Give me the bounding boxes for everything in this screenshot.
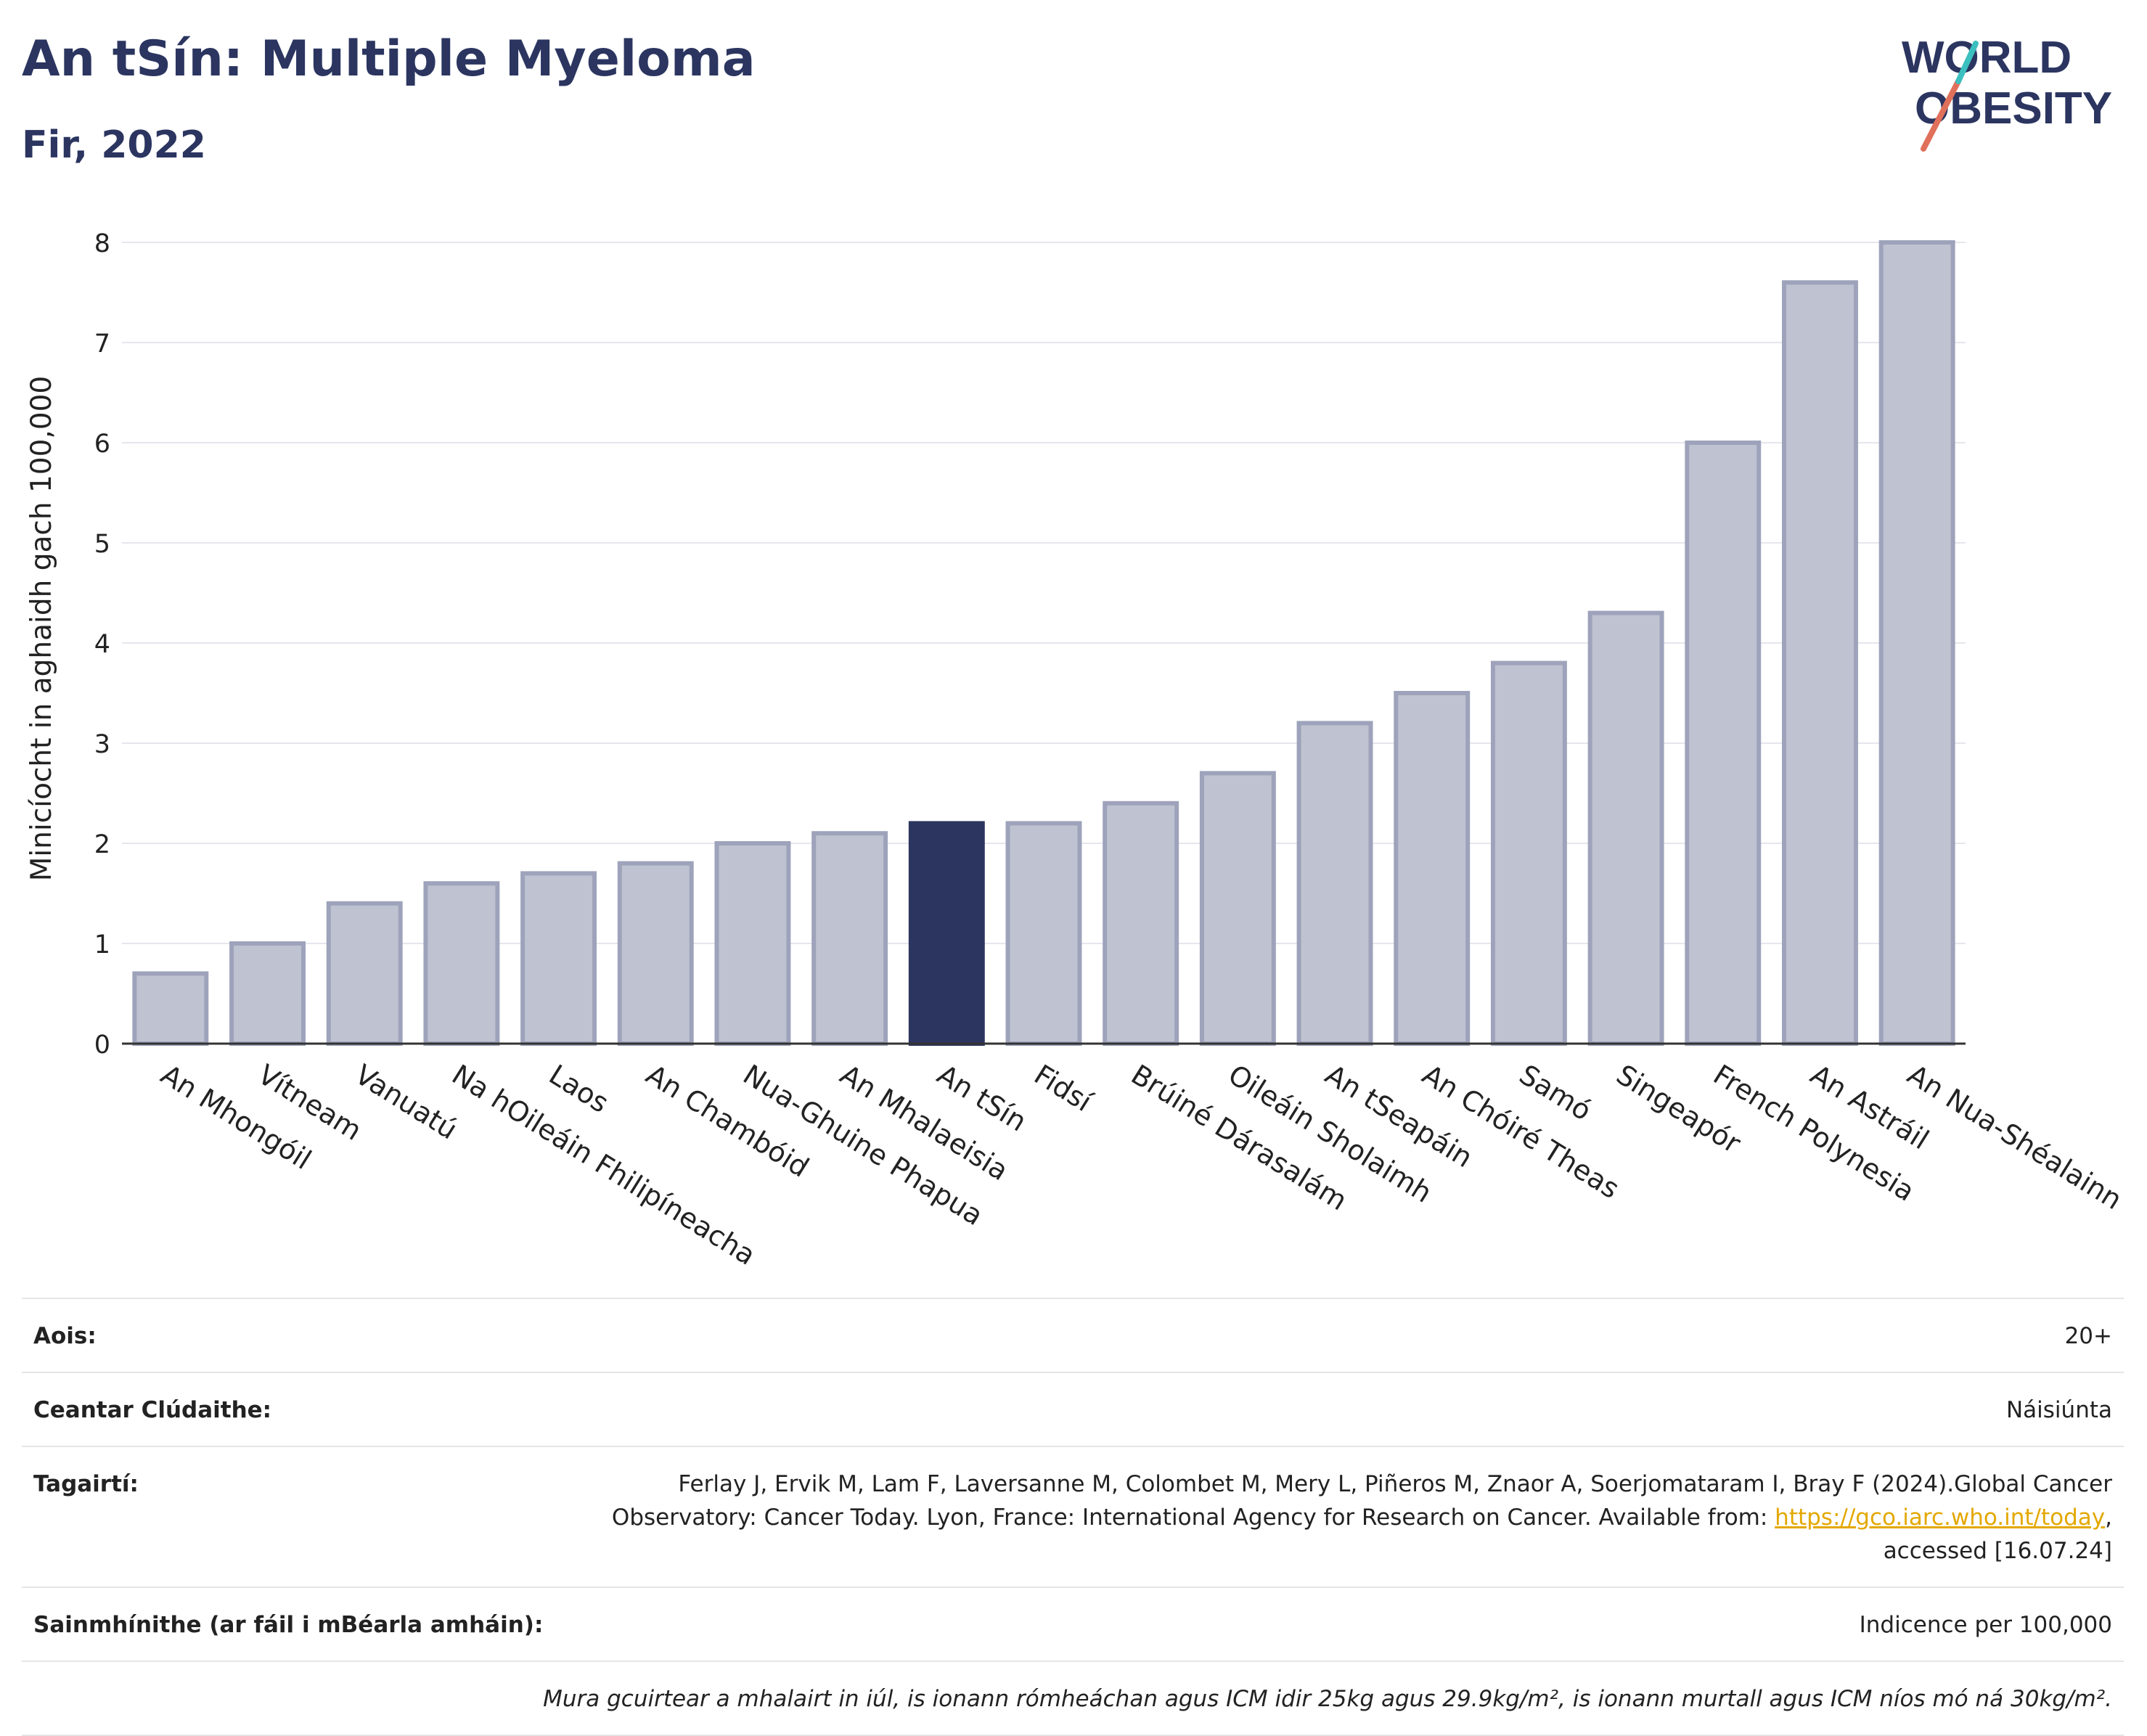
- meta-row-area: Ceantar Clúdaithe: Náisiúnta: [22, 1373, 2124, 1447]
- x-tick-label: Laos: [544, 1058, 615, 1119]
- bar: [1005, 821, 1082, 1047]
- meta-row-age: Aois: 20+: [22, 1299, 2124, 1373]
- page-title: An tSín: Multiple Myeloma: [22, 30, 756, 88]
- x-tick-label: Vanuatú: [349, 1058, 462, 1145]
- bar: [1394, 691, 1471, 1046]
- meta-row-note: Mura gcuirtear a mhalairt in iúl, is ion…: [22, 1662, 2124, 1736]
- y-tick-label: 5: [94, 530, 110, 559]
- bar: [1878, 240, 1955, 1046]
- meta-row-definitions: Sainmhínithe (ar fáil i mBéarla amháin):…: [22, 1588, 2124, 1662]
- definitions-label: Sainmhínithe (ar fáil i mBéarla amháin):: [33, 1612, 544, 1638]
- logo-slash-teal: [1955, 41, 1979, 84]
- bar: [811, 831, 888, 1046]
- y-tick-label: 4: [94, 630, 110, 659]
- bar: [1103, 801, 1179, 1046]
- bar: [1490, 660, 1567, 1046]
- footnote: Mura gcuirtear a mhalairt in iúl, is ion…: [543, 1686, 2112, 1712]
- bar: [1685, 441, 1762, 1046]
- area-value: Náisiúnta: [2005, 1397, 2112, 1423]
- bar: [1587, 610, 1664, 1046]
- y-tick-label: 7: [94, 329, 110, 359]
- page-subtitle: Fir, 2022: [22, 123, 206, 167]
- bar: [714, 841, 791, 1046]
- bar-highlight: [908, 821, 985, 1047]
- references-label: Tagairtí:: [33, 1471, 139, 1497]
- references-line-3: accessed [16.07.24]: [1883, 1538, 2112, 1564]
- y-tick-label: 0: [94, 1031, 110, 1060]
- y-tick-label: 1: [94, 930, 110, 959]
- age-label: Aois:: [33, 1323, 97, 1349]
- area-label: Ceantar Clúdaithe:: [33, 1397, 272, 1423]
- meta-row-references: Tagairtí: Ferlay J, Ervik M, Lam F, Lave…: [22, 1447, 2124, 1588]
- references-line-2-prefix: Observatory: Cancer Today. Lyon, France:…: [611, 1504, 1775, 1531]
- references-link[interactable]: https://gco.iarc.who.int/today: [1775, 1504, 2106, 1531]
- y-tick-label: 8: [94, 229, 110, 258]
- x-tick-label: An Chambóid: [640, 1058, 814, 1184]
- x-tick-label: An Nua-Shéalainn: [1902, 1058, 2127, 1216]
- bar: [617, 861, 694, 1046]
- references-line-2-suffix: ,: [2105, 1504, 2112, 1531]
- bar: [1199, 771, 1276, 1047]
- bar: [423, 881, 500, 1047]
- y-tick-labels: 0 1 2 3 4 5 6 7 8: [94, 229, 110, 1060]
- references-line-1: Ferlay J, Ervik M, Lam F, Laversanne M, …: [678, 1471, 2112, 1497]
- definitions-value: Indicence per 100,000: [1859, 1612, 2112, 1638]
- bar: [1782, 280, 1858, 1047]
- logo-text-world: WORLD: [1902, 33, 2072, 83]
- y-tick-label: 6: [94, 430, 110, 459]
- world-obesity-logo: WORLD OBESITY: [1902, 33, 2112, 152]
- x-tick-label: Fidsí: [1028, 1058, 1098, 1118]
- bar: [1296, 721, 1373, 1047]
- y-tick-label: 2: [94, 830, 110, 859]
- logo-text-obesity: OBESITY: [1915, 83, 2112, 134]
- bars: [132, 240, 1955, 1047]
- y-tick-label: 3: [94, 730, 110, 759]
- references-value: Ferlay J, Ervik M, Lam F, Laversanne M, …: [612, 1467, 2112, 1568]
- y-axis-label: Minicíocht in aghaidh gach 100,000: [25, 376, 58, 881]
- logo-slash-red: [1921, 78, 1961, 152]
- metadata-table: Aois: 20+ Ceantar Clúdaithe: Náisiúnta T…: [22, 1298, 2124, 1736]
- bar: [520, 871, 597, 1047]
- bar: [132, 971, 209, 1047]
- bar: [326, 901, 403, 1046]
- bar: [229, 941, 306, 1046]
- age-value: 20+: [2064, 1323, 2112, 1349]
